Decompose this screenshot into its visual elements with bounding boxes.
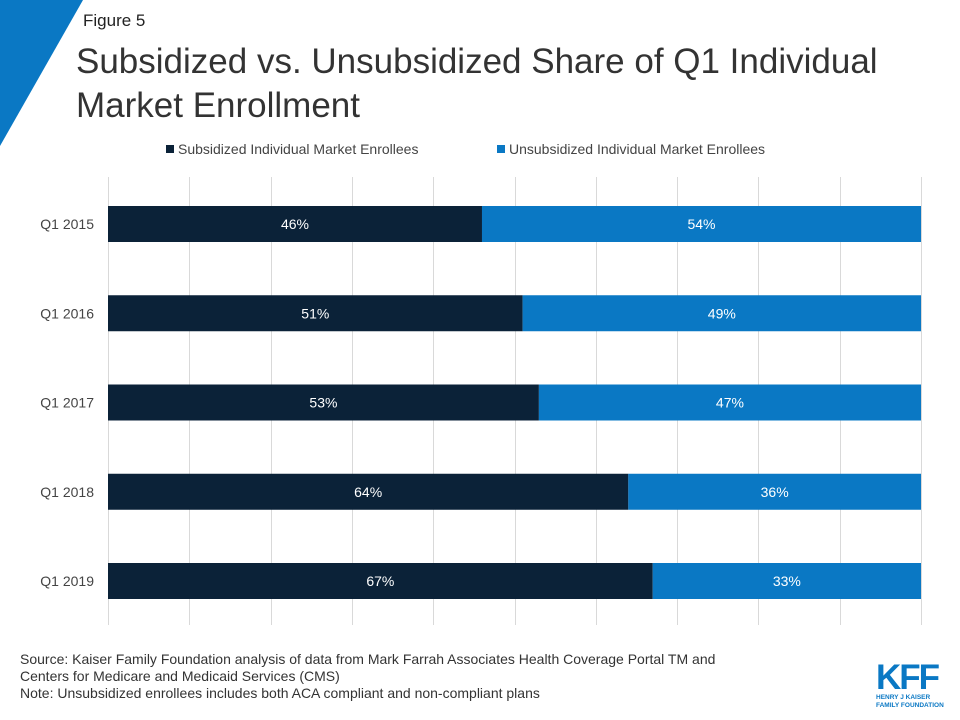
chart-title: Subsidized vs. Unsubsidized Share of Q1 …	[76, 42, 878, 125]
data-label-unsubsidized: 47%	[716, 395, 744, 411]
legend-label-unsubsidized: Unsubsidized Individual Market Enrollees	[509, 141, 766, 157]
data-label-subsidized: 67%	[366, 573, 394, 589]
category-label: Q1 2016	[40, 305, 94, 321]
source-note: Source: Kaiser Family Foundation analysi…	[20, 651, 840, 702]
data-label-unsubsidized: 54%	[687, 216, 715, 232]
data-label-unsubsidized: 49%	[708, 305, 736, 321]
legend-item-unsubsidized: Unsubsidized Individual Market Enrollees	[497, 141, 765, 157]
data-label-unsubsidized: 33%	[773, 573, 801, 589]
bar-subsidized	[108, 563, 653, 599]
logo-subtitle: HENRY J KAISER FAMILY FOUNDATION	[876, 694, 948, 709]
legend-swatch-subsidized	[166, 145, 174, 153]
category-label: Q1 2017	[40, 395, 94, 411]
data-label-unsubsidized: 36%	[761, 484, 789, 500]
logo-mark: KFF	[876, 658, 940, 697]
kff-logo: KFF HENRY J KAISER FAMILY FOUNDATION	[876, 658, 948, 711]
data-label-subsidized: 64%	[354, 484, 382, 500]
bar-subsidized	[108, 206, 482, 242]
logo-line-1: HENRY J KAISER	[876, 694, 931, 701]
bar-subsidized	[108, 384, 539, 421]
data-label-subsidized: 51%	[301, 305, 329, 321]
bar-unsubsidized	[522, 295, 921, 332]
category-label: Q1 2018	[40, 484, 94, 500]
category-label: Q1 2019	[40, 573, 94, 589]
bar-unsubsidized	[628, 473, 921, 510]
legend-swatch-unsubsidized	[497, 145, 505, 153]
source-line-2: Centers for Medicare and Medicaid Servic…	[20, 668, 340, 684]
bars	[108, 206, 921, 599]
source-line-3: Note: Unsubsidized enrollees includes bo…	[20, 685, 540, 701]
data-label-subsidized: 53%	[309, 395, 337, 411]
data-label-subsidized: 46%	[281, 216, 309, 232]
bar-unsubsidized	[652, 563, 921, 599]
bar-subsidized	[108, 295, 523, 332]
logo-line-2: FAMILY FOUNDATION	[876, 701, 944, 709]
legend-item-subsidized: Subsidized Individual Market Enrollees	[166, 141, 418, 157]
bar-unsubsidized	[538, 384, 921, 421]
category-label: Q1 2015	[40, 216, 94, 232]
labels: Q1 2015 46% 54% Q1 2016 51% 49% Q1 2017 53% 47% Q…	[40, 216, 801, 589]
corner-accent-shape	[0, 0, 83, 146]
legend: Subsidized Individual Market Enrollees U…	[0, 141, 960, 161]
legend-label-subsidized: Subsidized Individual Market Enrollees	[178, 141, 419, 157]
figure-label: Figure 5	[83, 11, 146, 30]
bar-unsubsidized	[481, 206, 921, 242]
bar-subsidized	[108, 473, 629, 510]
source-line-1: Source: Kaiser Family Foundation analysi…	[20, 651, 716, 667]
